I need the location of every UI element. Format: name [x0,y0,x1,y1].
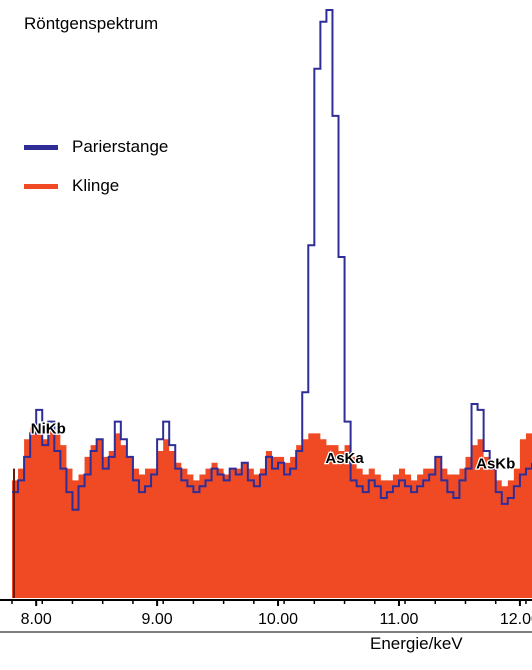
legend-label-klinge: Klinge [72,176,120,195]
x-tick-label: 9.00 [142,611,173,628]
chart-title: Röntgenspektrum [24,14,159,33]
x-tick-label: 12.00 [500,611,532,628]
legend-label-parierstange: Parierstange [72,137,169,156]
peak-label-nikb: NiKb [31,420,66,437]
legend-swatch-parierstange [24,144,58,150]
legend-swatch-klinge [24,183,58,189]
x-tick-label: 8.00 [21,611,52,628]
series-line-parierstange [12,9,532,511]
x-tick-label: 11.00 [380,611,419,628]
legend-item-parierstange: Parierstange [24,137,168,157]
series-area-klinge [12,427,532,598]
legend-item-klinge: Klinge [24,176,119,196]
peak-label-aska: AsKa [325,450,364,467]
peak-label-askb: AsKb [476,456,515,473]
x-axis-label: Energie/keV [370,634,463,653]
x-tick-label: 10.00 [258,611,298,628]
